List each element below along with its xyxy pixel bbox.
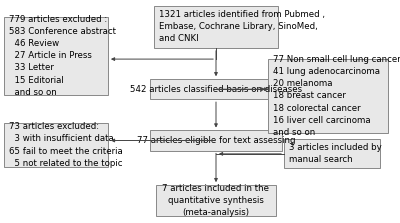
FancyBboxPatch shape bbox=[4, 17, 108, 95]
Text: 779 articles excluded :
583 Conference abstract
  46 Review
  27 Article in Pres: 779 articles excluded : 583 Conference a… bbox=[9, 15, 116, 97]
Text: 73 articles excluded:
  3 with insufficient data
65 fail to meet the criteria
  : 73 articles excluded: 3 with insufficien… bbox=[9, 122, 122, 168]
Text: 542 articles classified basis on diseases: 542 articles classified basis on disease… bbox=[130, 85, 302, 94]
FancyBboxPatch shape bbox=[154, 6, 278, 48]
Text: 77 articles eligible for text assessing: 77 articles eligible for text assessing bbox=[137, 136, 295, 145]
FancyBboxPatch shape bbox=[4, 123, 108, 167]
FancyBboxPatch shape bbox=[268, 59, 388, 133]
Text: 77 Non small cell lung cancer
41 lung adenocarcinoma
20 melanoma
18 breast cance: 77 Non small cell lung cancer 41 lung ad… bbox=[273, 55, 400, 137]
Text: 1321 articles identified from Pubmed ,
Embase, Cochrane Library, SinoMed,
and CN: 1321 articles identified from Pubmed , E… bbox=[159, 10, 325, 43]
FancyBboxPatch shape bbox=[284, 139, 380, 168]
Text: 3 articles included by
manual search: 3 articles included by manual search bbox=[289, 143, 382, 164]
FancyBboxPatch shape bbox=[150, 130, 282, 151]
FancyBboxPatch shape bbox=[156, 185, 276, 216]
FancyBboxPatch shape bbox=[150, 79, 282, 99]
Text: 7 articles included in the
quantitative synthesis
(meta-analysis): 7 articles included in the quantitative … bbox=[162, 184, 270, 217]
